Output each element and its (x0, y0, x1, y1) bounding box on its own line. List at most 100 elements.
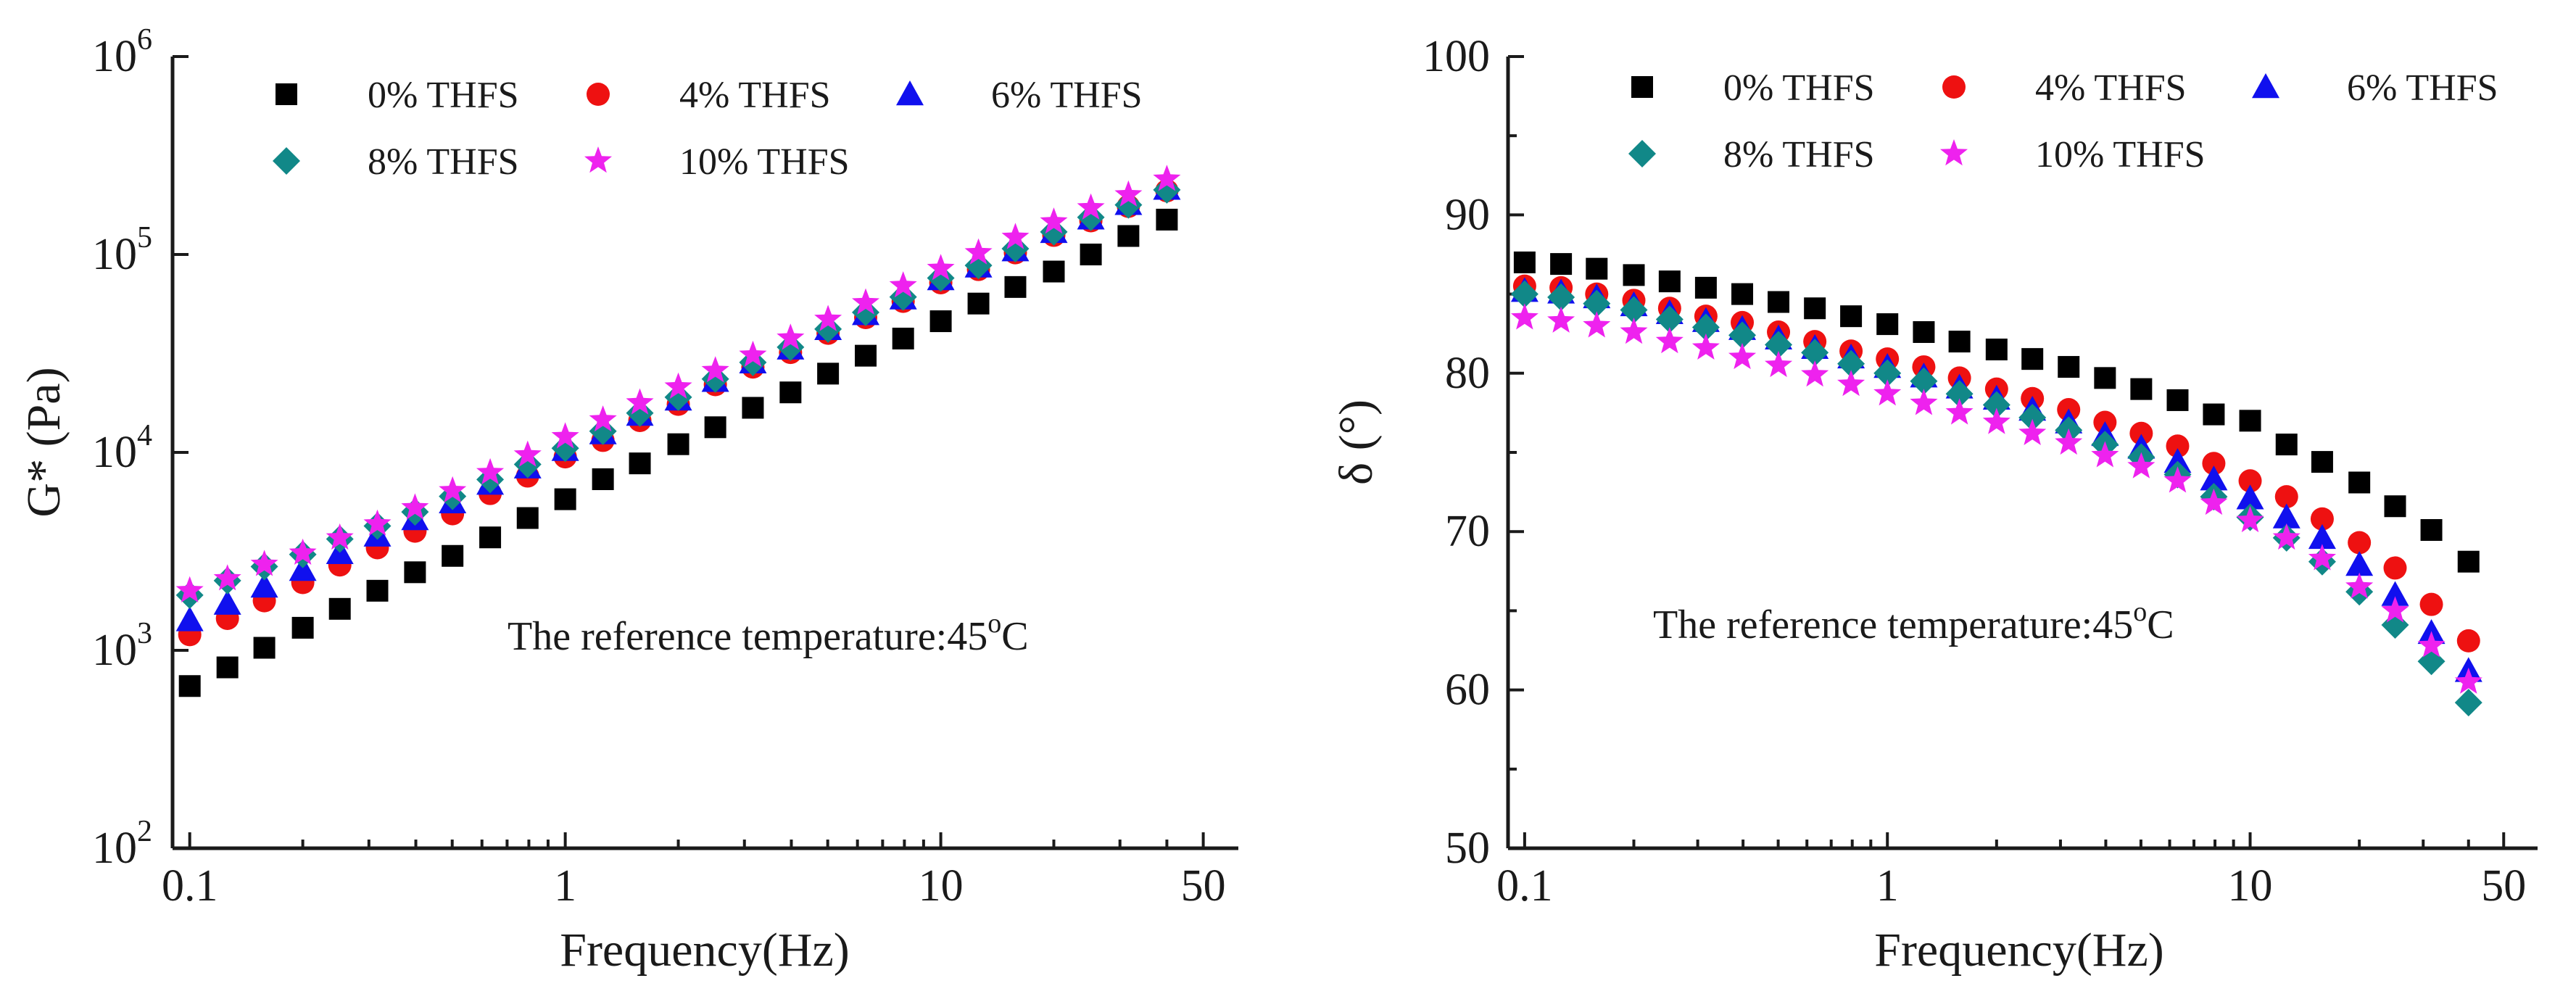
phase-angle-data-point (1510, 303, 1538, 330)
phase-angle-data-point (2419, 592, 2443, 616)
phase-angle-data-point (1765, 350, 1793, 378)
gstar-y-tick-label: 106 (92, 23, 152, 81)
phase-angle-data-point (1550, 253, 1573, 276)
phase-angle-x-tick-label: 0.1 (1496, 861, 1553, 911)
phase-angle-data-point (2200, 488, 2228, 515)
phase-angle-data-point (2272, 503, 2300, 529)
phase-angle-data-point (2345, 572, 2374, 599)
phase-angle-data-point (2055, 428, 2083, 455)
gstar-data-point (1077, 203, 1105, 231)
phase-angle-legend-label: 4% THFS (2035, 67, 2187, 109)
gstar-data-point (626, 388, 654, 415)
phase-angle-data-point (2018, 418, 2047, 445)
gstar-data-point (817, 362, 840, 385)
gstar-data-point (213, 589, 241, 615)
phase-angle-data-point (1945, 398, 1974, 425)
phase-angle-data-point (1731, 283, 1754, 305)
gstar-data-point (739, 340, 767, 367)
gstar-data-point (1001, 234, 1030, 262)
gstar-reference-temperature-note: The reference temperature:45oC (508, 608, 1029, 659)
gstar-x-tick-label: 1 (554, 861, 576, 911)
phase-angle-legend-label: 0% THFS (1723, 67, 1875, 109)
gstar-series-0 (178, 208, 1178, 697)
phase-angle-data-point (2163, 448, 2192, 473)
phase-angle-data-point (1948, 331, 1971, 353)
gstar-data-point (178, 675, 201, 697)
gstar-data-point (1040, 207, 1068, 234)
gstar-data-point (1114, 180, 1143, 207)
gstar-data-point (1117, 225, 1140, 247)
phase-angle-data-point (1694, 276, 1717, 299)
gstar-legend-label: 0% THFS (368, 75, 519, 116)
phase-angle-data-point (2420, 519, 2443, 542)
gstar-y-tick-label: 104 (92, 419, 152, 477)
gstar-y-tick-label: 105 (92, 221, 152, 279)
phase-angle-data-point (1586, 257, 1608, 280)
phase-angle-data-point (2311, 451, 2333, 473)
phase-angle-data-point (2275, 434, 2298, 456)
gstar-data-point (589, 417, 617, 445)
gstar-data-point (852, 288, 879, 315)
phase-angle-legend-marker (2252, 73, 2279, 99)
phase-angle-y-tick-label: 60 (1445, 666, 1490, 715)
gstar-data-point (213, 564, 241, 591)
gstar-data-point (629, 452, 651, 475)
phase-angle-data-point (1876, 313, 1899, 336)
gstar-data-point (250, 550, 278, 576)
gstar-data-point (892, 327, 914, 349)
phase-angle-data-point (2274, 485, 2298, 509)
phase-angle-data-point (1655, 305, 1683, 334)
phase-angle-data-point (1804, 297, 1826, 320)
gstar-x-tick-label: 0.1 (162, 861, 218, 911)
phase-angle-data-point (2021, 348, 2044, 370)
phase-angle-data-point (2348, 471, 2371, 494)
gstar-data-point (1114, 191, 1143, 219)
gstar-series-4 (175, 165, 1181, 602)
phase-angle-y-tick-label: 50 (1445, 824, 1490, 873)
phase-angle-legend-marker (1942, 75, 1966, 99)
gstar-data-point (328, 597, 351, 620)
phase-angle-legend: 0% THFS 4% THFS 6% THFS 8% THFS 10% THFS (1628, 67, 2498, 175)
gstar-data-point (776, 333, 805, 361)
gstar-data-point (289, 556, 317, 581)
phase-angle-data-point (2166, 434, 2190, 458)
phase-angle-data-point (2203, 403, 2225, 426)
phase-angle-data-point (1620, 318, 1648, 344)
phase-angle-data-point (1873, 359, 1902, 387)
phase-angle-y-axis-label: δ (°) (1330, 399, 1383, 485)
phase-angle-data-point (2454, 689, 2482, 717)
gstar-data-point (1004, 276, 1027, 298)
gstar-data-point (664, 383, 692, 411)
phase-angle-chart: δ (°) Frequency(Hz) The reference temper… (1330, 32, 2538, 977)
gstar-data-point (175, 606, 204, 631)
phase-angle-data-point (1837, 370, 1865, 397)
gstar-data-point (889, 271, 917, 298)
gstar-data-point (1001, 223, 1030, 249)
phase-angle-data-point (1873, 379, 1902, 406)
gstar-x-axis-label: Frequency(Hz) (560, 924, 849, 977)
phase-angle-data-point (1623, 264, 1645, 286)
gstar-data-point (1153, 175, 1181, 204)
phase-angle-data-point (2129, 421, 2153, 445)
phase-angle-data-point (2381, 581, 2409, 606)
gstar-y-tick-label: 102 (92, 815, 152, 873)
gstar-x-tick-label: 50 (1181, 861, 1226, 911)
phase-angle-data-point (1913, 321, 1935, 344)
gstar-data-point (1040, 218, 1068, 246)
phase-angle-data-point (1765, 331, 1793, 359)
gstar-data-point (779, 381, 802, 404)
phase-angle-data-point (2163, 466, 2192, 493)
phase-angle-data-point (1985, 339, 2008, 361)
phase-angle-data-point (1982, 391, 2010, 419)
gstar-data-point (704, 416, 726, 439)
gstar-legend-marker (584, 146, 612, 173)
phase-angle-data-point (1728, 321, 1757, 349)
phase-angle-data-point (2345, 551, 2374, 576)
gstar-legend-label: 10% THFS (679, 141, 850, 183)
phase-angle-data-point (1510, 280, 1538, 308)
gstar-legend-label: 8% THFS (368, 141, 519, 183)
gstar-data-point (289, 538, 317, 565)
phase-angle-data-point (1547, 283, 1575, 311)
phase-angle-y-tick-label: 80 (1445, 349, 1490, 398)
